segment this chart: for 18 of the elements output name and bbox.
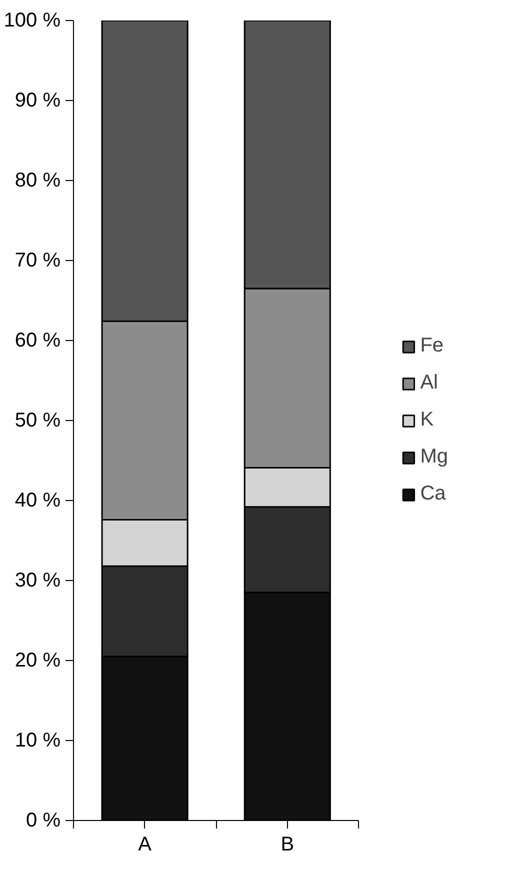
- y-tick-label: 80 %: [14, 170, 61, 192]
- y-tick-label: 0 %: [26, 810, 61, 832]
- y-tick-label: 20 %: [14, 650, 61, 672]
- x-tick-label: B: [280, 834, 294, 856]
- legend-label: Mg: [420, 446, 448, 468]
- y-tick-label: 30 %: [14, 570, 61, 592]
- y-tick-label: 40 %: [14, 490, 61, 512]
- y-tick-label: 90 %: [14, 90, 61, 112]
- legend-label: Fe: [420, 334, 444, 358]
- x-tick-label: A: [138, 834, 152, 856]
- y-tick-label: 70 %: [14, 250, 61, 272]
- y-tick-label: 50 %: [14, 410, 61, 432]
- y-tick-label: 100 %: [4, 10, 61, 32]
- y-tick-label: 60 %: [14, 330, 61, 352]
- legend-label: Al: [420, 372, 439, 394]
- legend-label: Ca: [420, 482, 446, 506]
- legend-label: K: [420, 408, 435, 432]
- y-tick-label: 10 %: [14, 730, 61, 752]
